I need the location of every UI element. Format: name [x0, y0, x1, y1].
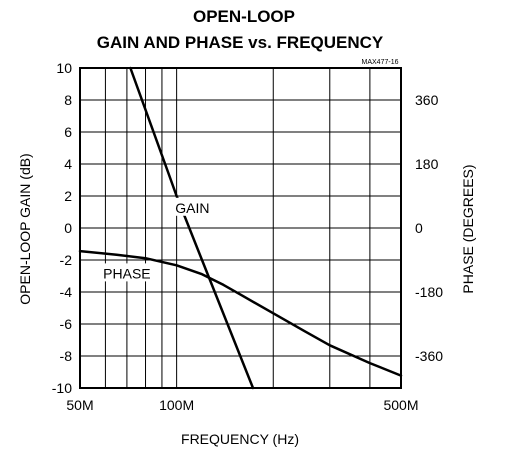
y-tick-label-left: -2: [60, 252, 73, 268]
chart-title-line-1: OPEN-LOOP: [193, 7, 295, 26]
x-tick-label: 50M: [66, 397, 93, 413]
chart-title-line-2: GAIN AND PHASE vs. FREQUENCY: [97, 33, 384, 52]
y-tick-label-left: 8: [64, 92, 72, 108]
y-tick-label-left: 6: [64, 124, 72, 140]
series-annotations: GAIN PHASE: [99, 197, 215, 282]
y-tick-label-left: 0: [64, 220, 72, 236]
series-line-phase: [78, 249, 403, 377]
y-tick-label-left: -4: [60, 284, 73, 300]
annotation-backing: [170, 197, 215, 216]
y-tick-label-right: 180: [415, 156, 439, 172]
figure-code: MAX477-16: [362, 59, 399, 66]
y-tick-label-right: 0: [415, 220, 423, 236]
x-tick-label: 100M: [159, 397, 194, 413]
y-tick-label-right: -360: [415, 348, 443, 364]
series-line-gain: [129, 66, 255, 390]
y-tick-label-right: 360: [415, 92, 439, 108]
annotation-backing: [99, 263, 154, 282]
y-tick-label-right: -180: [415, 284, 443, 300]
series-label-gain: GAIN: [175, 200, 209, 216]
y-axis-label-left: OPEN-LOOP GAIN (dB): [17, 153, 33, 304]
x-tick-label: 500M: [383, 397, 418, 413]
series-label-phase: PHASE: [103, 265, 150, 281]
series-layer: [78, 66, 403, 390]
y-tick-label-left: 2: [64, 188, 72, 204]
x-axis-label: FREQUENCY (Hz): [181, 431, 299, 447]
tick-labels: 10 8 6 4 2 0 -2 -4 -6 -8 -10 360 180 0 -180 -360 50M 100M…: [52, 60, 443, 413]
y-tick-label-left: 4: [64, 156, 72, 172]
y-tick-label-left: -6: [60, 316, 73, 332]
plot-frame: [79, 67, 402, 389]
y-tick-label-left: 10: [56, 60, 72, 76]
y-axis-label-right: PHASE (DEGREES): [460, 164, 476, 293]
y-tick-label-left: -8: [60, 348, 73, 364]
grid: [80, 68, 401, 388]
y-tick-label-left: -10: [52, 380, 72, 396]
